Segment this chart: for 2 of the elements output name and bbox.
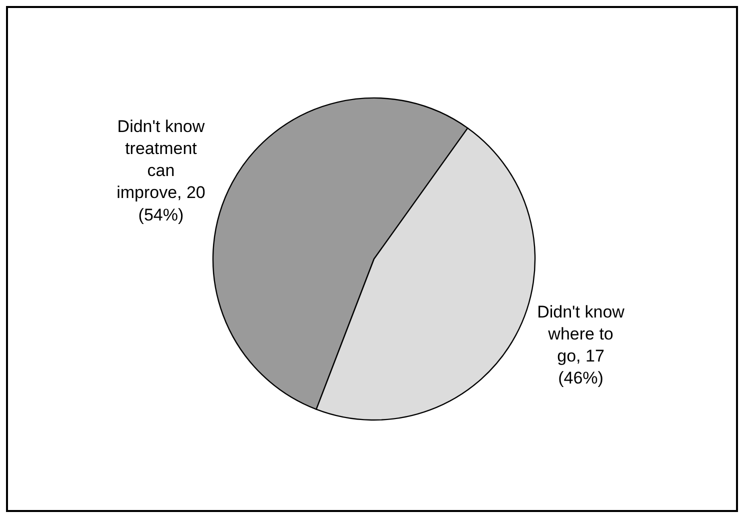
slice-label: Didn't know where to go, 17 (46%) — [537, 302, 626, 388]
slice-label: Didn't know treatment can improve, 20 (54%) — [116, 116, 206, 224]
